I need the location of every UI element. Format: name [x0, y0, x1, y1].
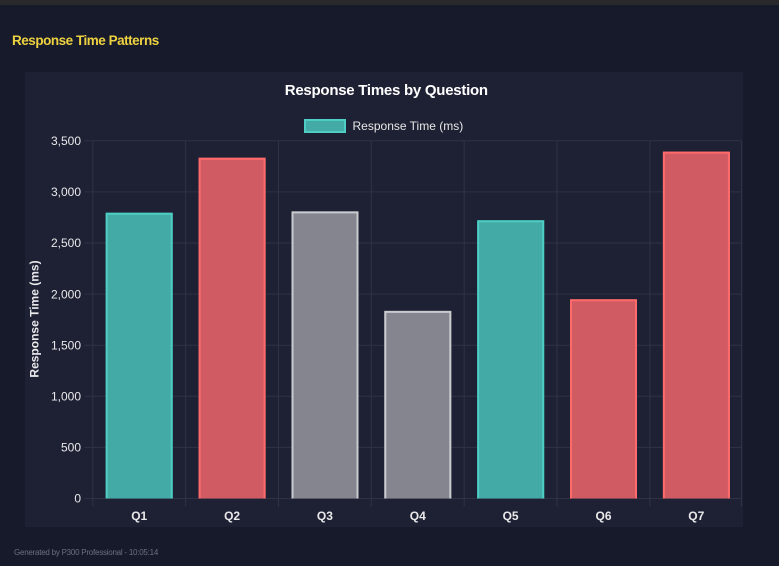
svg-text:2,000: 2,000	[51, 287, 81, 301]
svg-text:3,000: 3,000	[51, 185, 81, 199]
svg-text:0: 0	[74, 492, 81, 506]
svg-text:Response Times by Question: Response Times by Question	[285, 82, 488, 99]
svg-text:Response Time (ms): Response Time (ms)	[353, 119, 464, 133]
svg-text:500: 500	[61, 441, 81, 455]
svg-text:1,500: 1,500	[51, 338, 81, 352]
svg-text:1,000: 1,000	[51, 390, 81, 404]
svg-text:3,500: 3,500	[51, 134, 81, 148]
svg-text:Q1: Q1	[131, 509, 147, 523]
svg-text:Q6: Q6	[595, 509, 611, 523]
svg-text:Q5: Q5	[503, 509, 519, 523]
svg-text:Q3: Q3	[317, 509, 333, 523]
svg-text:Q2: Q2	[224, 509, 240, 523]
svg-text:Q7: Q7	[688, 509, 704, 523]
svg-text:Q4: Q4	[410, 509, 426, 523]
svg-text:Response Time (ms): Response Time (ms)	[28, 260, 42, 377]
svg-text:2,500: 2,500	[51, 236, 81, 250]
